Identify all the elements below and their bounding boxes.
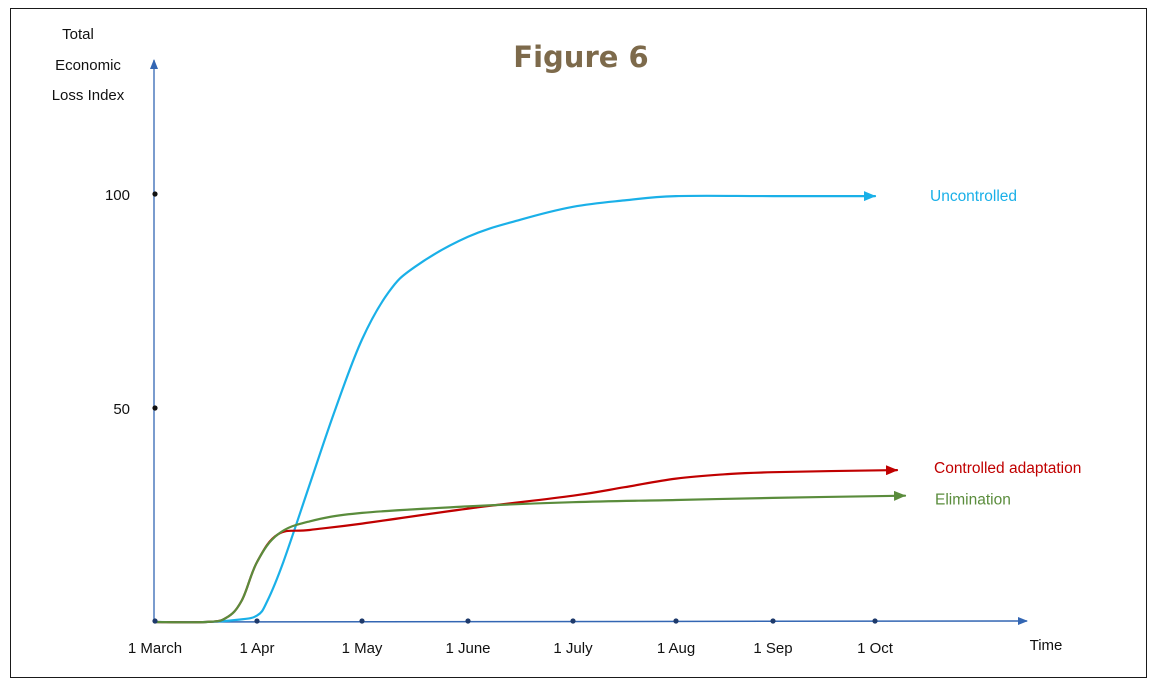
series-line-uncontrolled xyxy=(153,191,877,624)
x-tick-mark xyxy=(359,618,365,624)
series-label-controlled-adaptation: Controlled adaptation xyxy=(934,460,1081,477)
x-tick-mark xyxy=(570,618,576,624)
x-tick-label: 1 Aug xyxy=(657,640,695,657)
x-tick-label: 1 Sep xyxy=(753,640,792,657)
x-tick-label: 1 May xyxy=(342,640,383,657)
x-tick-label: 1 Apr xyxy=(239,640,274,657)
y-axis-label-line-1: Total xyxy=(62,26,94,43)
x-tick-label: 1 March xyxy=(128,640,182,657)
x-tick-mark xyxy=(152,618,158,624)
series-label-elimination: Elimination xyxy=(935,492,1011,509)
x-tick-label: 1 July xyxy=(553,640,593,657)
x-tick-mark xyxy=(872,618,878,624)
x-tick-mark xyxy=(465,618,471,624)
y-tick-mark xyxy=(152,191,158,197)
y-tick-mark xyxy=(152,405,158,411)
x-tick-mark xyxy=(673,618,679,624)
y-axis-label-line-3: Loss Index xyxy=(52,87,125,104)
series-line-elimination xyxy=(153,490,907,624)
x-tick-mark xyxy=(770,618,776,624)
x-tick-mark xyxy=(254,618,260,624)
series-label-uncontrolled: Uncontrolled xyxy=(930,188,1017,205)
chart-title: Figure 6 xyxy=(513,40,648,74)
x-tick-label: 1 Oct xyxy=(857,640,894,657)
y-tick-label: 50 xyxy=(113,401,130,418)
x-axis-label: Time xyxy=(1030,637,1063,654)
y-axis-label-line-2: Economic xyxy=(55,57,121,74)
y-tick-label: 100 xyxy=(105,187,130,204)
x-axis xyxy=(153,617,1028,626)
x-tick-label: 1 June xyxy=(445,640,490,657)
